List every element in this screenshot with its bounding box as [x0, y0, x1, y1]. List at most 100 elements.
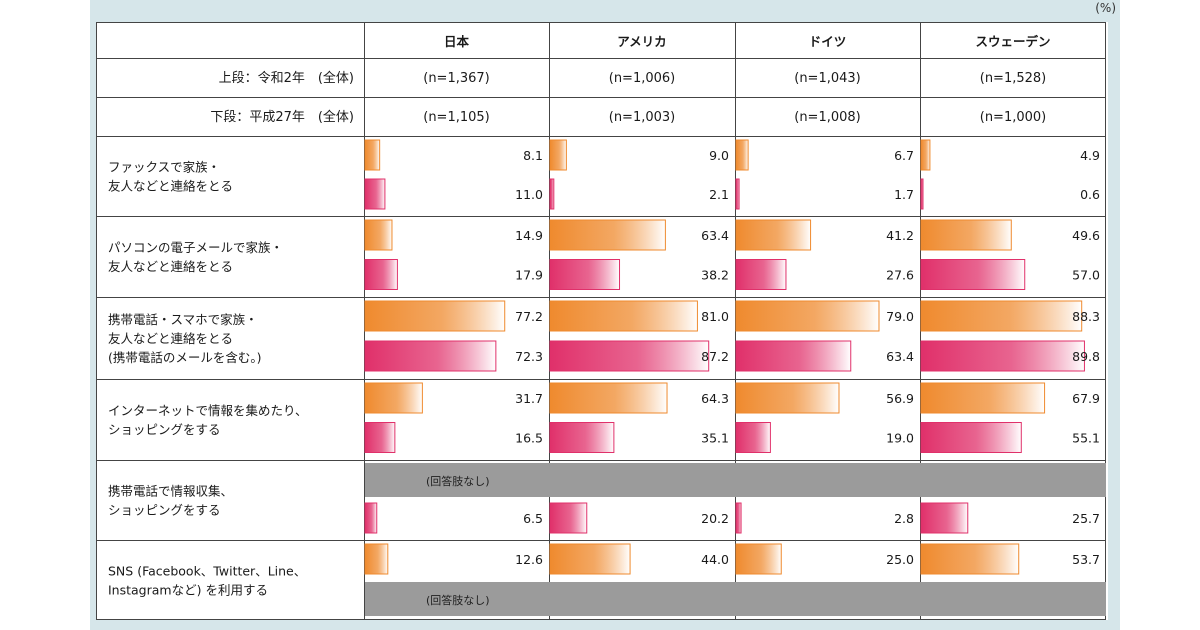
data-label: 31.7 [515, 391, 543, 406]
data-label: 67.9 [1072, 391, 1100, 406]
data-label: 55.1 [1072, 431, 1100, 446]
category-label: ショッピングをする [108, 503, 221, 518]
table-border [96, 22, 1106, 620]
bar-upper [364, 219, 393, 251]
bar-lower [549, 259, 621, 290]
bar-upper [364, 139, 381, 171]
data-label: 44.0 [701, 552, 729, 567]
data-label: 53.7 [1072, 552, 1100, 567]
bar-lower [920, 340, 1085, 372]
bar-lower [364, 178, 386, 210]
data-label: 1.7 [894, 187, 914, 202]
bar-upper [920, 139, 931, 171]
bar-upper [549, 382, 668, 414]
bar-lower [920, 422, 1022, 453]
sample-size-lower: (n=1,105) [423, 110, 490, 125]
bar-upper [735, 543, 782, 575]
bar-upper [920, 300, 1083, 332]
no-option-band [365, 463, 1106, 497]
sample-size-lower: (n=1,000) [980, 110, 1047, 125]
data-label: 14.9 [515, 228, 543, 243]
sample-size-lower: (n=1,003) [609, 110, 676, 125]
sample-size-upper: (n=1,528) [980, 71, 1047, 86]
data-label: 9.0 [709, 148, 729, 163]
country-header: スウェーデン [975, 34, 1050, 49]
bar-lower [735, 178, 740, 210]
bar-upper [364, 543, 389, 575]
bar-upper [364, 382, 423, 414]
data-label: 63.4 [886, 349, 914, 364]
no-option-note: (回答肢なし) [426, 593, 490, 607]
country-header: アメリカ [617, 34, 666, 49]
data-label: 19.0 [886, 431, 914, 446]
sample-size-upper: (n=1,043) [794, 71, 861, 86]
category-label: SNS (Facebook、Twitter、Line、 [108, 564, 306, 579]
data-label: 63.4 [701, 228, 729, 243]
data-label: 41.2 [886, 228, 914, 243]
category-label: パソコンの電子メールで家族・ [108, 240, 283, 255]
bar-lower [920, 178, 924, 210]
category-label: 友人などと連絡をとる [108, 331, 233, 346]
bar-lower [549, 502, 588, 534]
bar-lower [549, 178, 555, 210]
bar-upper [549, 300, 698, 332]
category-label: ファックスで家族・ [108, 160, 220, 175]
bar-lower [920, 259, 1026, 290]
sample-size-lower: (n=1,008) [794, 110, 861, 125]
bar-upper [549, 543, 631, 575]
data-label: 87.2 [701, 349, 729, 364]
bar-upper [549, 219, 666, 251]
bar-upper [364, 300, 506, 332]
data-label: 16.5 [515, 431, 543, 446]
data-label: 89.8 [1072, 349, 1100, 364]
data-label: 56.9 [886, 391, 914, 406]
bar-upper [735, 382, 840, 414]
data-label: 38.2 [701, 268, 729, 283]
survey-table: 日本 (n=1,367) (n=1,105) アメリカ (n=1,006) (n=1,00… [96, 22, 1108, 620]
data-label: 81.0 [701, 309, 729, 324]
category-label: ショッピングをする [108, 422, 221, 437]
data-label: 88.3 [1072, 309, 1100, 324]
bar-lower [364, 340, 497, 372]
category-label: 友人などと連絡をとる [108, 259, 233, 274]
sample-size-upper: (n=1,006) [609, 71, 676, 86]
bar-lower [735, 340, 852, 372]
legend-upper-label: 上段：令和2年 (全体) [219, 70, 354, 86]
bar-upper [549, 139, 567, 171]
data-label: 2.1 [709, 187, 729, 202]
data-label: 57.0 [1072, 268, 1100, 283]
sample-size-upper: (n=1,367) [423, 71, 490, 86]
bar-upper [920, 382, 1046, 414]
bar-lower [735, 422, 771, 453]
data-label: 11.0 [515, 187, 543, 202]
data-label: 25.0 [886, 552, 914, 567]
country-header: ドイツ [809, 34, 847, 49]
country-header: 日本 [444, 34, 470, 49]
data-label: 4.9 [1080, 148, 1100, 163]
data-label: 6.7 [894, 148, 914, 163]
data-label: 0.6 [1080, 187, 1100, 202]
data-label: 77.2 [515, 309, 543, 324]
bar-lower [364, 422, 396, 453]
no-option-note: (回答肢なし) [426, 474, 490, 488]
data-label: 12.6 [515, 552, 543, 567]
category-label: Instagramなど) を利用する [108, 583, 268, 598]
data-label: 64.3 [701, 391, 729, 406]
table-grid: 日本 (n=1,367) (n=1,105) アメリカ (n=1,006) (n=1,00… [96, 22, 1106, 620]
data-label: 25.7 [1072, 511, 1100, 526]
data-label: 49.6 [1072, 228, 1100, 243]
bar-lower [735, 259, 787, 290]
category-label: インターネットで情報を集めたり、 [108, 403, 308, 418]
bar-lower [920, 502, 969, 534]
data-label: 8.1 [523, 148, 543, 163]
data-label: 20.2 [701, 511, 729, 526]
legend-lower-label: 下段：平成27年 (全体) [210, 109, 354, 125]
bar-lower [549, 340, 710, 372]
no-option-band [365, 582, 1106, 616]
data-label: 17.9 [515, 268, 543, 283]
bar-upper [735, 300, 880, 332]
category-label: 友人などと連絡をとる [108, 179, 233, 194]
data-label: 79.0 [886, 309, 914, 324]
bar-lower [549, 422, 615, 453]
data-label: 2.8 [894, 511, 914, 526]
